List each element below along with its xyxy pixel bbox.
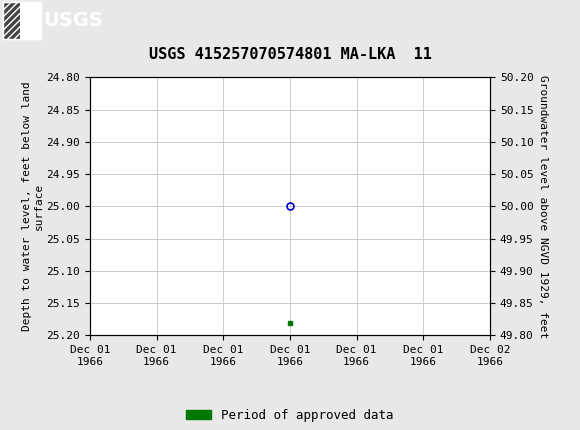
Legend: Period of approved data: Period of approved data (181, 404, 399, 427)
Y-axis label: Depth to water level, feet below land
surface: Depth to water level, feet below land su… (22, 82, 44, 331)
Bar (3, 2, 20, 39)
Bar (3, 2, 41, 39)
Text: USGS 415257070574801 MA-LKA  11: USGS 415257070574801 MA-LKA 11 (148, 47, 432, 62)
Bar (3, 2, 41, 39)
Text: USGS: USGS (44, 11, 103, 30)
Y-axis label: Groundwater level above NGVD 1929, feet: Groundwater level above NGVD 1929, feet (538, 75, 548, 338)
